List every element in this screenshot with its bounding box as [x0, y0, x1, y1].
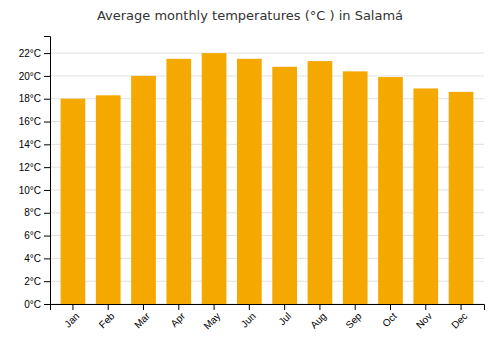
tick: 10°C — [19, 185, 50, 196]
tick-label: Dec — [449, 310, 469, 330]
bar — [131, 76, 156, 304]
grid-line — [50, 53, 484, 54]
tick: 12°C — [19, 162, 50, 173]
tick-label: 14°C — [19, 139, 41, 150]
tick-mark — [214, 304, 215, 310]
tick-mark — [44, 304, 50, 305]
tick: May — [201, 304, 222, 332]
axis-line — [51, 305, 485, 311]
bar — [378, 77, 403, 304]
tick-label: Nov — [414, 310, 434, 330]
tick-label: Jan — [62, 310, 81, 329]
tick-mark — [143, 304, 144, 310]
tick: Nov — [414, 304, 434, 331]
tick-mark — [44, 53, 50, 54]
tick-mark — [44, 190, 50, 191]
x-axis: Jan Feb Mar Apr May Jun Jul Aug Sep Oct Nov Dec — [51, 304, 485, 332]
plot: 0°C 2°C 4°C 6°C 8°C 10°C 12°C 14°C 16°C 18°C 20°C 2… — [19, 37, 485, 332]
tick-mark — [44, 213, 50, 214]
tick: Aug — [308, 304, 328, 331]
tick-label: 0°C — [24, 299, 41, 310]
chart: Average monthly temperatures (°C ) in Sa… — [0, 0, 500, 350]
tick: Jan — [62, 304, 81, 330]
tick-mark — [319, 304, 320, 310]
tick-mark — [461, 304, 462, 310]
tick-label: Aug — [308, 310, 328, 330]
bar — [413, 88, 438, 304]
tick-label: 2°C — [24, 276, 41, 287]
tick: Jun — [239, 304, 258, 330]
tick-mark — [44, 281, 50, 282]
grid — [50, 53, 484, 304]
tick: Feb — [97, 304, 117, 330]
tick-label: 10°C — [19, 185, 41, 196]
bar — [308, 61, 333, 304]
bar — [449, 92, 474, 304]
bar — [202, 53, 227, 304]
tick-label: Oct — [380, 310, 399, 329]
bars — [61, 53, 474, 304]
tick-label: May — [201, 310, 222, 331]
tick: 18°C — [19, 93, 50, 104]
y-axis: 0°C 2°C 4°C 6°C 8°C 10°C 12°C 14°C 16°C 18°C 20°C 2… — [19, 37, 51, 310]
tick-mark — [355, 304, 356, 310]
tick: 8°C — [24, 207, 50, 218]
tick-mark — [44, 167, 50, 168]
tick: 16°C — [19, 116, 50, 127]
tick-label: Jun — [239, 310, 258, 329]
tick: Jul — [276, 304, 293, 327]
bar — [166, 59, 191, 304]
bar — [61, 99, 86, 304]
tick-label: 4°C — [24, 253, 41, 264]
tick: 14°C — [19, 139, 50, 150]
tick-label: 16°C — [19, 116, 41, 127]
tick-mark — [72, 304, 73, 310]
tick-mark — [249, 304, 250, 310]
tick: 2°C — [24, 276, 50, 287]
bar — [343, 71, 368, 304]
tick: 22°C — [19, 48, 50, 59]
tick-mark — [44, 144, 50, 145]
tick-label: Apr — [168, 310, 187, 329]
tick-mark — [44, 76, 50, 77]
tick-mark — [44, 99, 50, 100]
tick-label: 18°C — [19, 93, 41, 104]
tick: Apr — [168, 304, 187, 329]
tick: Dec — [449, 304, 469, 331]
tick: 6°C — [24, 230, 50, 241]
bar — [96, 95, 121, 304]
tick-mark — [390, 304, 391, 310]
tick-mark — [108, 304, 109, 310]
tick: Mar — [132, 304, 152, 330]
tick: 4°C — [24, 253, 50, 264]
tick-mark — [44, 258, 50, 259]
tick-label: Sep — [343, 310, 364, 331]
tick-mark — [284, 304, 285, 310]
tick-label: 12°C — [19, 162, 41, 173]
tick: Sep — [343, 304, 364, 331]
tick: 0°C — [24, 299, 50, 310]
tick: 20°C — [19, 71, 50, 82]
tick-label: 22°C — [19, 48, 41, 59]
tick-mark — [178, 304, 179, 310]
tick-label: 6°C — [24, 230, 41, 241]
tick-mark — [44, 122, 50, 123]
tick: Oct — [380, 304, 399, 329]
bar — [237, 59, 262, 304]
tick-label: 20°C — [19, 71, 41, 82]
tick-label: Mar — [132, 310, 152, 330]
grid-line — [50, 75, 484, 76]
tick-label: Feb — [97, 310, 117, 330]
tick-label: Jul — [276, 310, 293, 327]
axis-line — [44, 37, 51, 305]
title: Average monthly temperatures (°C ) in Sa… — [97, 8, 403, 23]
tick-mark — [425, 304, 426, 310]
tick-label: 8°C — [24, 207, 41, 218]
bar — [272, 67, 297, 304]
tick-mark — [44, 236, 50, 237]
